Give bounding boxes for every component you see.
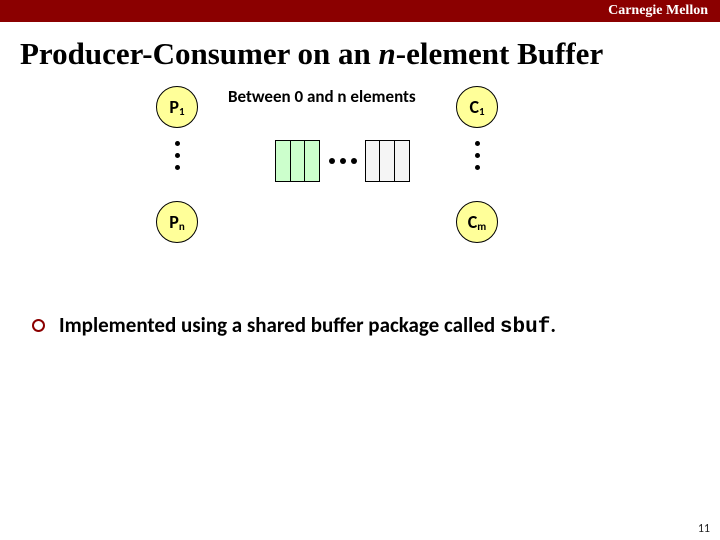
page-title: Producer-Consumer on an n-element Buffer xyxy=(0,22,720,80)
consumer-vdots xyxy=(475,141,480,170)
bullet-code: sbuf xyxy=(500,316,550,339)
shared-buffer xyxy=(275,140,410,182)
node-cm-letter: C xyxy=(468,211,478,233)
node-pn-sub: n xyxy=(179,220,185,233)
title-post: -element Buffer xyxy=(396,36,603,71)
brand-text: Carnegie Mellon xyxy=(608,3,708,19)
title-pre: Producer-Consumer on an xyxy=(20,36,379,71)
node-p1: P1 xyxy=(156,86,198,128)
bullet-pre: Implemented using a shared buffer packag… xyxy=(59,312,500,338)
node-c1-sub: 1 xyxy=(479,105,485,118)
node-p1-letter: P xyxy=(169,96,179,118)
node-pn: Pn xyxy=(156,201,198,243)
brand-bar: Carnegie Mellon xyxy=(0,0,720,22)
title-italic: n xyxy=(379,36,396,71)
bullet-icon xyxy=(32,319,45,332)
producer-consumer-diagram: P1 Pn C1 Cm Between 0 and n elements xyxy=(0,86,720,286)
page-number: 11 xyxy=(698,522,710,536)
bullet-text: Implemented using a shared buffer packag… xyxy=(59,312,556,339)
node-c1-letter: C xyxy=(469,96,479,118)
node-cm: Cm xyxy=(456,201,498,243)
node-pn-letter: P xyxy=(169,211,179,233)
producer-vdots xyxy=(175,141,180,170)
node-c1: C1 xyxy=(456,86,498,128)
node-p1-sub: 1 xyxy=(179,105,185,118)
node-cm-sub: m xyxy=(477,220,486,233)
bullet-post: . xyxy=(550,312,556,338)
buffer-caption: Between 0 and n elements xyxy=(228,86,416,107)
bullet-row: Implemented using a shared buffer packag… xyxy=(0,312,720,339)
